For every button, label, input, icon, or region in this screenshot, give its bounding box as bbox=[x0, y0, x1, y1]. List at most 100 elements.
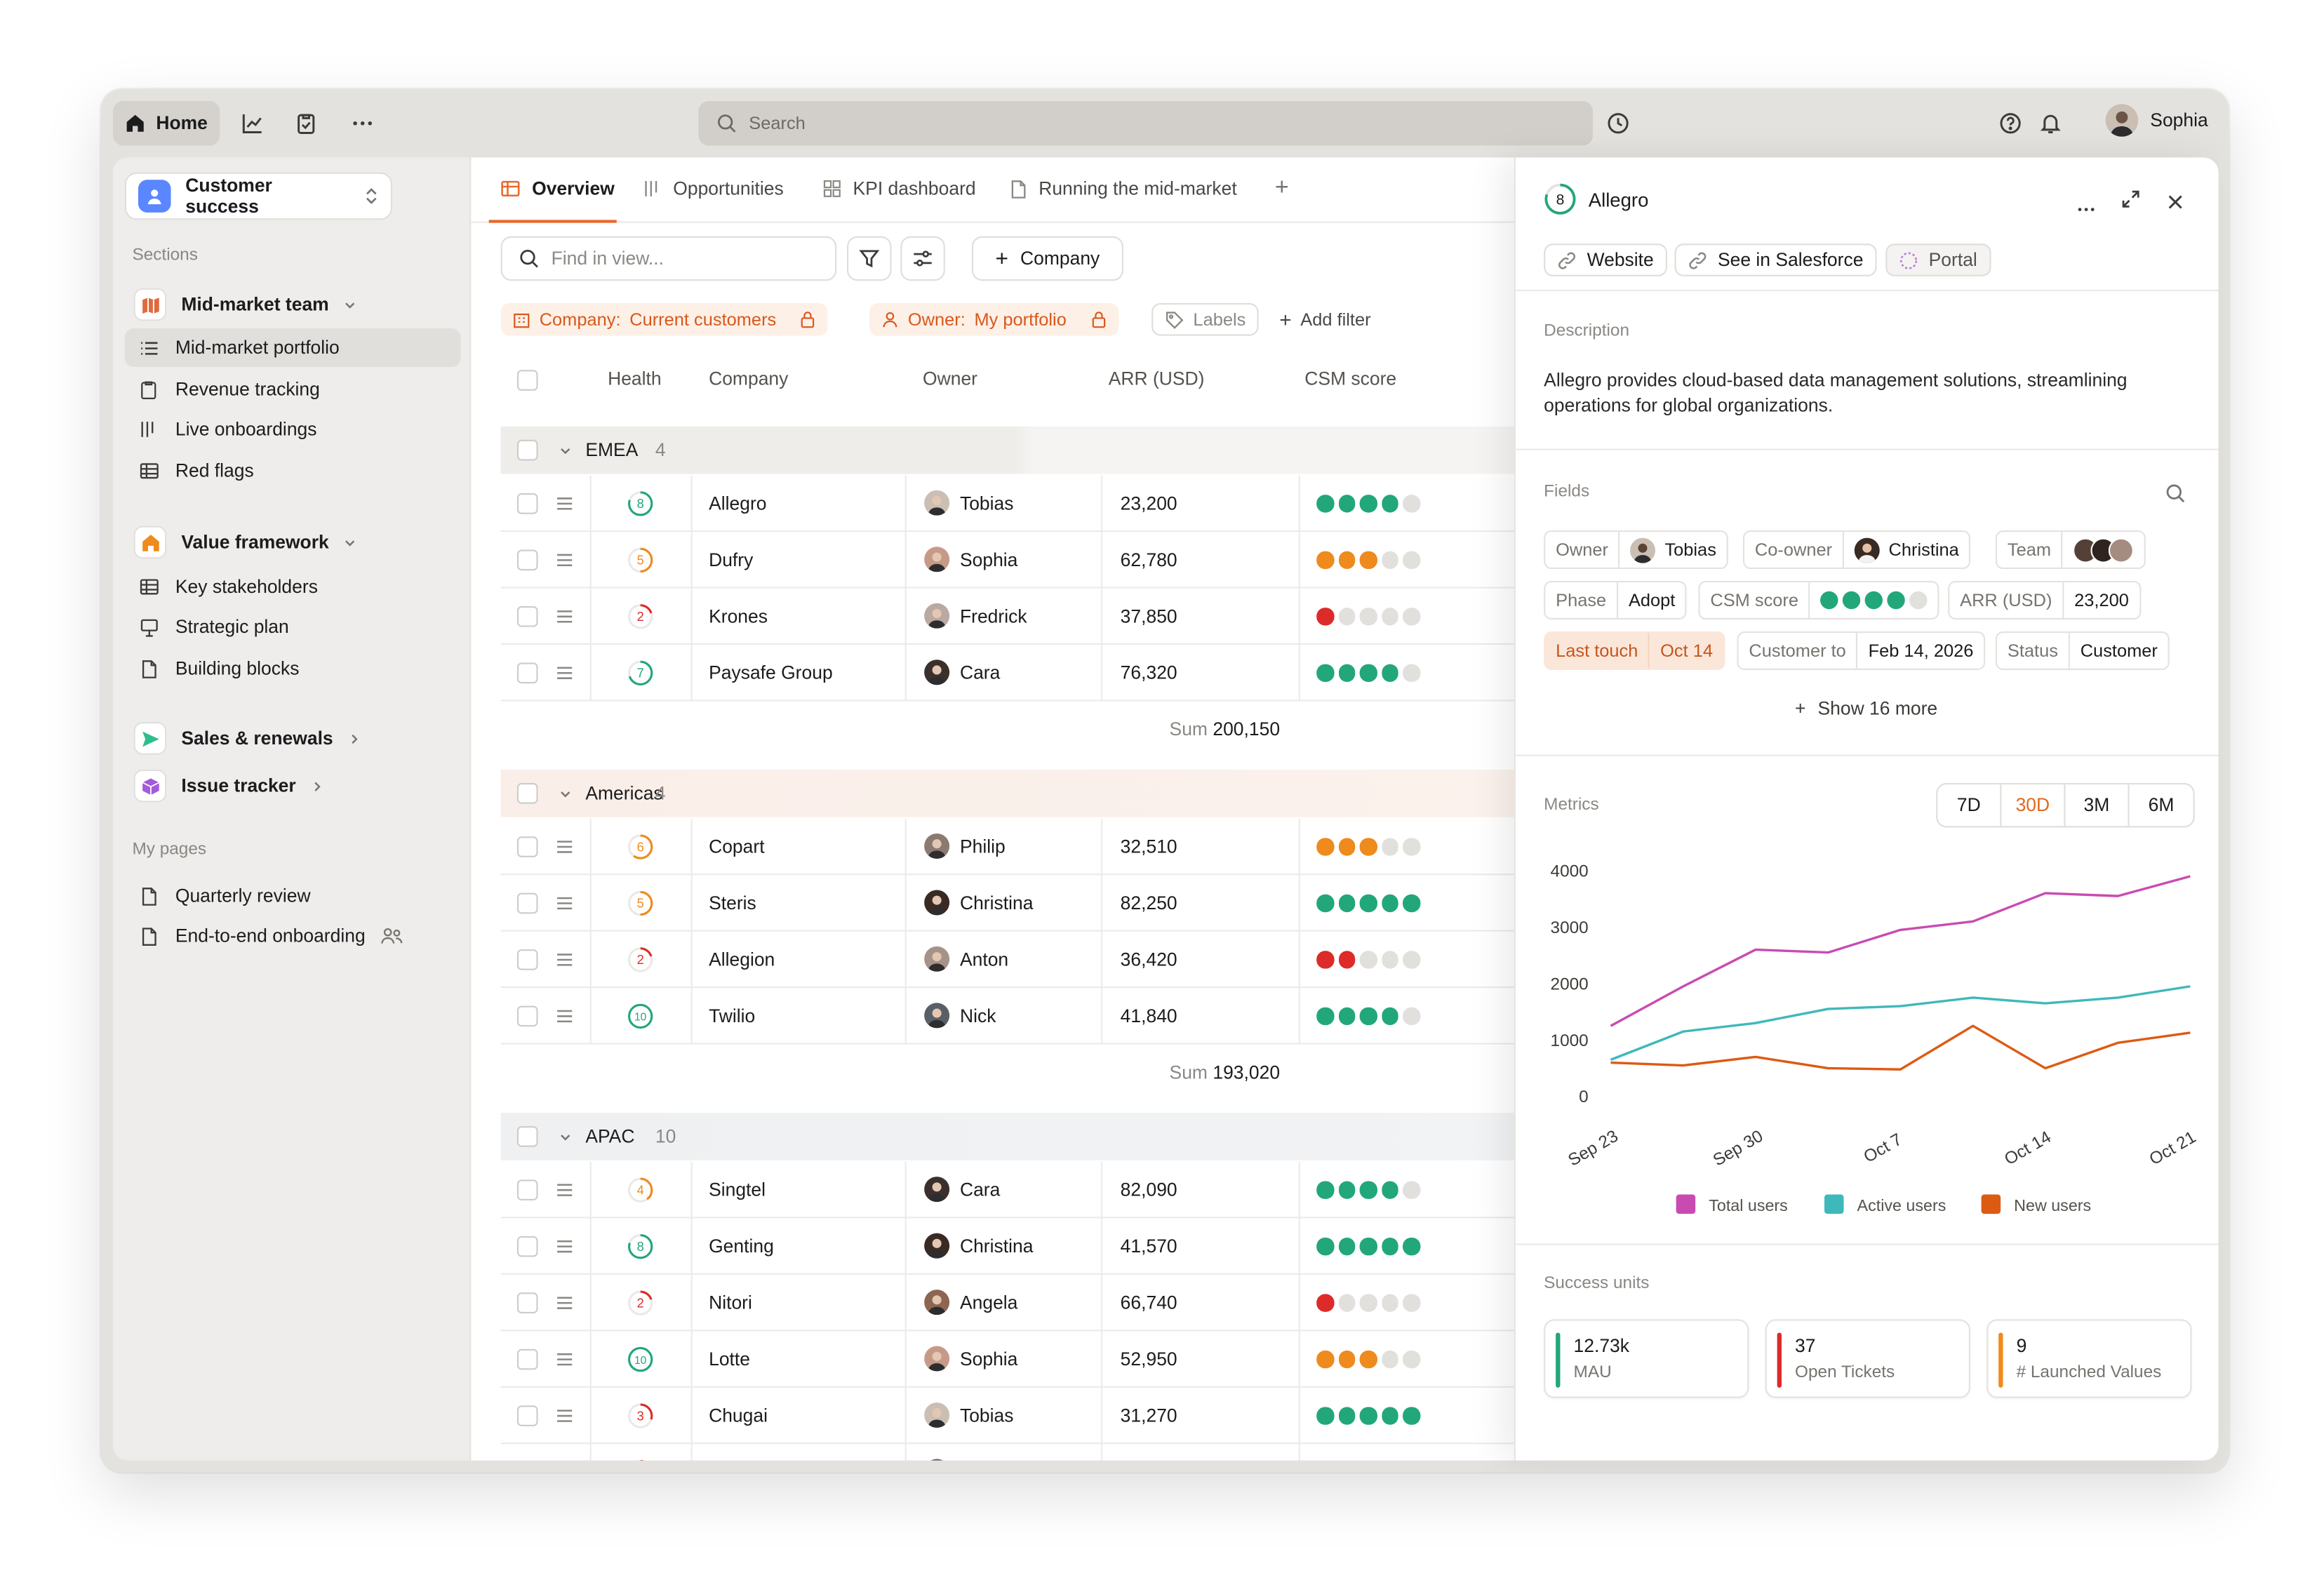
owner-cell[interactable]: Fredrick bbox=[924, 603, 1027, 629]
sidebar-item-revenue-tracking[interactable]: Revenue tracking bbox=[125, 370, 461, 408]
company-name[interactable]: Allegion bbox=[709, 949, 775, 970]
sidebar-item-live-onboardings[interactable]: Live onboardings bbox=[125, 410, 461, 448]
row-checkbox[interactable] bbox=[516, 1405, 538, 1426]
group-checkbox[interactable] bbox=[516, 1126, 538, 1147]
sidebar-item-key-stakeholders[interactable]: Key stakeholders bbox=[125, 568, 461, 606]
drag-handle-icon[interactable] bbox=[556, 1009, 573, 1024]
chevron-down-icon[interactable] bbox=[559, 1130, 572, 1144]
row-checkbox[interactable] bbox=[516, 892, 538, 914]
search-icon[interactable] bbox=[2165, 483, 2186, 511]
workspace-switcher[interactable]: Customer success bbox=[124, 172, 393, 220]
group-checkbox[interactable] bbox=[516, 782, 538, 804]
tab-kpi-dashboard[interactable]: KPI dashboard bbox=[823, 178, 976, 199]
sidebar-item-quarterly-review[interactable]: Quarterly review bbox=[125, 876, 461, 915]
row-checkbox[interactable] bbox=[516, 1236, 538, 1257]
table-row[interactable]: 4 Singtel Cara 82,090 bbox=[500, 1162, 1541, 1219]
bell-icon[interactable] bbox=[2036, 109, 2065, 138]
owner-cell[interactable]: Tobias bbox=[924, 1402, 1014, 1428]
row-checkbox[interactable] bbox=[516, 549, 538, 571]
drag-handle-icon[interactable] bbox=[556, 609, 573, 624]
section-sales-renewals[interactable]: Sales & renewals bbox=[125, 716, 361, 761]
history-icon[interactable] bbox=[1603, 109, 1633, 138]
column-health[interactable]: Health bbox=[608, 368, 662, 389]
success-unit-card[interactable]: 12.73k MAU bbox=[1544, 1319, 1749, 1398]
table-row[interactable]: 3 Chugai Tobias 31,270 bbox=[500, 1388, 1541, 1445]
global-search[interactable]: Search bbox=[698, 100, 1594, 146]
filter-button[interactable] bbox=[847, 236, 892, 281]
owner-cell[interactable]: Sophia bbox=[924, 1346, 1017, 1372]
portal-link[interactable]: Portal bbox=[1885, 243, 1991, 276]
clipboard-icon[interactable] bbox=[291, 109, 321, 138]
company-name[interactable]: Singtel bbox=[709, 1179, 766, 1201]
field-owner[interactable]: Owner Tobias bbox=[1544, 530, 1728, 570]
success-unit-card[interactable]: 9 # Launched Values bbox=[1986, 1319, 2192, 1398]
add-filter-button[interactable]: + Add filter bbox=[1267, 303, 1382, 336]
row-checkbox[interactable] bbox=[516, 662, 538, 684]
table-row[interactable]: 10 Twilio Nick 41,840 bbox=[500, 988, 1541, 1045]
user-menu[interactable]: Sophia bbox=[2105, 104, 2208, 137]
table-row[interactable]: 5 Steris Christina 82,250 bbox=[500, 875, 1541, 932]
drag-handle-icon[interactable] bbox=[556, 896, 573, 911]
range-30d[interactable]: 30D bbox=[2001, 784, 2066, 826]
group-header-americas[interactable]: Americas 4 bbox=[500, 769, 1526, 817]
chart-icon[interactable] bbox=[238, 109, 267, 138]
field-team[interactable]: Team bbox=[1995, 530, 2146, 570]
row-checkbox[interactable] bbox=[516, 949, 538, 970]
group-header-emea[interactable]: EMEA 4 bbox=[500, 426, 1526, 474]
drag-handle-icon[interactable] bbox=[556, 839, 573, 854]
chevron-down-icon[interactable] bbox=[559, 444, 572, 457]
row-checkbox[interactable] bbox=[516, 1005, 538, 1027]
owner-cell[interactable]: Cara bbox=[924, 660, 1000, 685]
company-name[interactable]: Genting bbox=[709, 1236, 774, 1257]
owner-cell[interactable]: Anton bbox=[924, 946, 1008, 972]
company-name[interactable]: Krones bbox=[709, 605, 768, 627]
owner-cell[interactable]: Sophia bbox=[924, 547, 1017, 573]
column-company[interactable]: Company bbox=[709, 368, 789, 389]
column-csm-score[interactable]: CSM score bbox=[1304, 368, 1397, 389]
filter-labels[interactable]: Labels bbox=[1151, 302, 1260, 336]
field-customer-to[interactable]: Customer to Feb 14, 2026 bbox=[1737, 631, 1986, 671]
table-row[interactable]: 1SK InnovationNick22,430 bbox=[501, 1444, 1541, 1461]
table-row[interactable]: 2 Allegion Anton 36,420 bbox=[500, 932, 1541, 989]
help-icon[interactable] bbox=[1996, 109, 2025, 138]
owner-cell[interactable]: Angela bbox=[924, 1290, 1017, 1315]
range-7d[interactable]: 7D bbox=[1937, 784, 2002, 826]
company-name[interactable]: Chugai bbox=[709, 1405, 768, 1426]
owner-cell[interactable]: Christina bbox=[924, 890, 1033, 916]
group-checkbox[interactable] bbox=[516, 439, 538, 461]
range-3m[interactable]: 3M bbox=[2065, 784, 2130, 826]
company-name[interactable]: Dufry bbox=[709, 549, 754, 571]
close-icon[interactable] bbox=[2168, 190, 2183, 217]
column-owner[interactable]: Owner bbox=[923, 368, 978, 389]
section-midmarket-team[interactable]: Mid-market team bbox=[125, 282, 357, 327]
table-row[interactable]: 5 Dufry Sophia 62,780 bbox=[500, 532, 1541, 589]
expand-icon[interactable] bbox=[2122, 189, 2139, 215]
drag-handle-icon[interactable] bbox=[556, 1296, 573, 1311]
more-icon[interactable] bbox=[348, 109, 378, 138]
company-name[interactable]: Twilio bbox=[709, 1005, 756, 1027]
company-name[interactable]: Steris bbox=[709, 892, 756, 914]
select-all-checkbox[interactable] bbox=[516, 370, 538, 391]
find-in-view-input[interactable]: Find in view... bbox=[500, 236, 837, 281]
table-row[interactable]: 2 Krones Fredrick 37,850 bbox=[500, 589, 1541, 645]
owner-cell[interactable]: Christina bbox=[924, 1233, 1033, 1259]
field-status[interactable]: Status Customer bbox=[1995, 631, 2170, 671]
sidebar-item-red-flags[interactable]: Red flags bbox=[125, 452, 461, 490]
table-row[interactable]: 7 Paysafe Group Cara 76,320 bbox=[500, 645, 1541, 702]
drag-handle-icon[interactable] bbox=[556, 1352, 573, 1367]
company-name[interactable]: Nitori bbox=[709, 1292, 752, 1313]
sidebar-item-building-blocks[interactable]: Building blocks bbox=[125, 649, 461, 688]
show-more-button[interactable]: + Show 16 more bbox=[1795, 698, 1937, 719]
column-arr[interactable]: ARR (USD) bbox=[1108, 368, 1205, 389]
row-checkbox[interactable] bbox=[516, 1348, 538, 1370]
sidebar-item-strategic-plan[interactable]: Strategic plan bbox=[125, 608, 461, 646]
tab-running-the-mid-market[interactable]: Running the mid-market bbox=[1010, 178, 1237, 199]
section-issue-tracker[interactable]: Issue tracker bbox=[125, 763, 324, 808]
range-6m[interactable]: 6M bbox=[2148, 794, 2175, 816]
field-phase[interactable]: Phase Adopt bbox=[1544, 580, 1688, 620]
drag-handle-icon[interactable] bbox=[556, 952, 573, 967]
drag-handle-icon[interactable] bbox=[556, 1408, 573, 1423]
website-link[interactable]: Website bbox=[1544, 243, 1667, 276]
salesforce-link[interactable]: See in Salesforce bbox=[1674, 243, 1877, 276]
field-arr[interactable]: ARR (USD) 23,200 bbox=[1948, 580, 2141, 620]
